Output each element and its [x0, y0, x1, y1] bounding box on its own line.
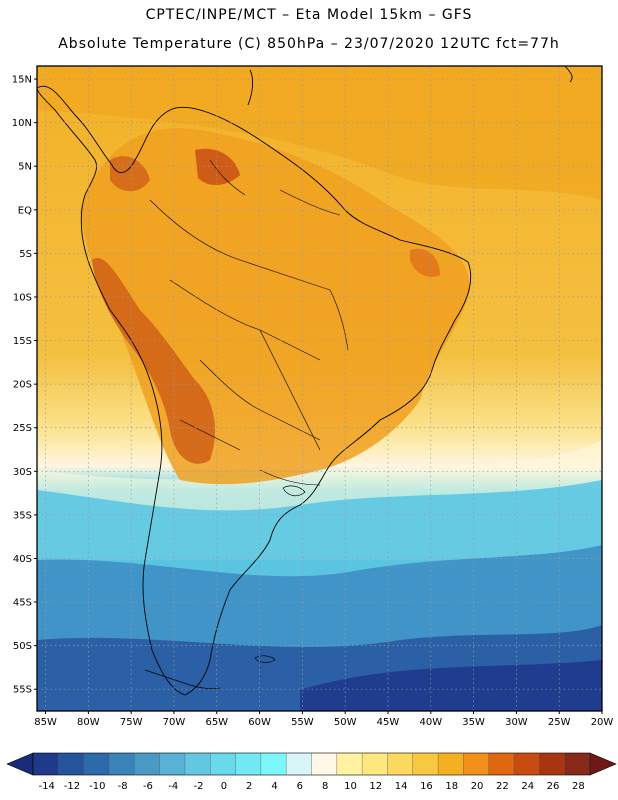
- axis-ticks: [34, 78, 603, 714]
- lon-label: 65W: [205, 717, 228, 728]
- colorbar-segment: [108, 753, 135, 775]
- lat-label: 40S: [13, 554, 32, 565]
- colorbar-segment: [438, 753, 464, 775]
- lat-label: 50S: [13, 641, 32, 652]
- colorbar-label: 2: [246, 781, 252, 792]
- lon-label: 30W: [505, 717, 528, 728]
- islands: [144, 485, 306, 690]
- colorbar-label: 18: [445, 781, 458, 792]
- colorbar-label: 24: [521, 781, 534, 792]
- colorbar-segment: [58, 753, 85, 775]
- colorbar-segment: [336, 753, 363, 775]
- lon-label: 85W: [34, 717, 57, 728]
- colorbar-label: 4: [271, 781, 277, 792]
- longitude-labels: 85W 80W 75W 70W 65W 60W 55W 50W 45W 40W 35W 30W 25W 2…: [34, 717, 613, 728]
- lat-label: 25S: [13, 423, 32, 434]
- lat-label: 5S: [19, 249, 32, 260]
- colorbar-label: 12: [369, 781, 382, 792]
- colorbar-segment: [33, 753, 59, 775]
- map-frame: [36, 65, 603, 712]
- colorbar-label: -10: [89, 781, 105, 792]
- lat-label: 10S: [13, 292, 32, 303]
- lat-label: 55S: [13, 685, 32, 696]
- colorbar-label: -6: [143, 781, 153, 792]
- colorbar-segment: [235, 753, 262, 775]
- colorbar-under-arrow: [6, 752, 34, 776]
- colorbar-segment: [134, 753, 161, 775]
- lon-label: 45W: [377, 717, 400, 728]
- hot-region-north-andes: [110, 156, 150, 192]
- colorbar-label: 22: [496, 781, 509, 792]
- colorbar-segment: [387, 753, 414, 775]
- colorbar-segment: [159, 753, 186, 775]
- map-field: [37, 66, 602, 711]
- hot-region-venezuela: [195, 148, 240, 186]
- colorbar-label: 20: [471, 781, 484, 792]
- colorbar-segment: [184, 753, 211, 775]
- colorbar-segment: [286, 753, 312, 775]
- lon-label: 55W: [291, 717, 314, 728]
- colorbar-segment: [539, 753, 566, 775]
- lon-label: 80W: [77, 717, 100, 728]
- lat-label: 45S: [13, 598, 32, 609]
- colorbar-segment: [311, 753, 338, 775]
- colorbar-label: -2: [194, 781, 204, 792]
- map-title-line-1: CPTEC/INPE/MCT – Eta Model 15km – GFS: [145, 7, 473, 23]
- colorbar-segment: [362, 753, 388, 775]
- colorbar-segment: [488, 753, 515, 775]
- lon-label: 20W: [591, 717, 614, 728]
- colorbar-segment: [564, 753, 591, 775]
- lat-label: 35S: [13, 510, 32, 521]
- coastlines: [37, 66, 573, 696]
- colorbar-label: 26: [547, 781, 560, 792]
- colorbar-segment: [210, 753, 237, 775]
- lat-label: 20S: [13, 380, 32, 391]
- colorbar-segment: [412, 753, 439, 775]
- lat-label: 15S: [13, 336, 32, 347]
- lon-label: 25W: [548, 717, 571, 728]
- colorbar-segment: [260, 753, 287, 775]
- lon-label: 35W: [462, 717, 485, 728]
- lat-label: 10N: [12, 118, 32, 129]
- colorbar-label: 8: [322, 781, 328, 792]
- hot-region-andes: [92, 258, 215, 464]
- lat-label: EQ: [18, 205, 32, 216]
- lat-label: 30S: [13, 467, 32, 478]
- colorbar-label: -12: [64, 781, 80, 792]
- colorbar-label: 0: [221, 781, 227, 792]
- hot-region-northeast: [410, 248, 440, 277]
- colorbar-label: -14: [38, 781, 54, 792]
- lon-label: 60W: [248, 717, 271, 728]
- lon-label: 50W: [334, 717, 357, 728]
- colorbar-segment: [83, 753, 110, 775]
- coldest-band: [300, 660, 602, 711]
- colorbar-label: 28: [572, 781, 585, 792]
- colorbar-label: 10: [344, 781, 357, 792]
- lon-label: 70W: [163, 717, 186, 728]
- colorbar-label: -8: [118, 781, 128, 792]
- latitude-labels: 15N 10N 5N EQ 5S 10S 15S 20S 25S 30S 35S 40S 45S 50S 5…: [12, 75, 32, 696]
- lon-label: 75W: [120, 717, 143, 728]
- colorbar-label: 16: [420, 781, 433, 792]
- colorbar-over-arrow: [589, 752, 617, 776]
- colorbar-label: 6: [297, 781, 303, 792]
- colorbar-label: -4: [168, 781, 178, 792]
- colorbar-label: 14: [395, 781, 408, 792]
- lon-label: 40W: [419, 717, 442, 728]
- colorbar: [6, 752, 617, 776]
- lat-label: 5N: [18, 162, 32, 173]
- colorbar-segment: [514, 753, 540, 775]
- colorbar-segment: [463, 753, 490, 775]
- colorbar-labels: -14 -12 -10 -8 -6 -4 -2 0 2 4 6 8 10 12 14 16 18 20 22 24 26…: [38, 781, 584, 792]
- map-title-line-2: Absolute Temperature (C) 850hPa – 23/07/…: [58, 36, 560, 52]
- lat-label: 15N: [12, 75, 32, 86]
